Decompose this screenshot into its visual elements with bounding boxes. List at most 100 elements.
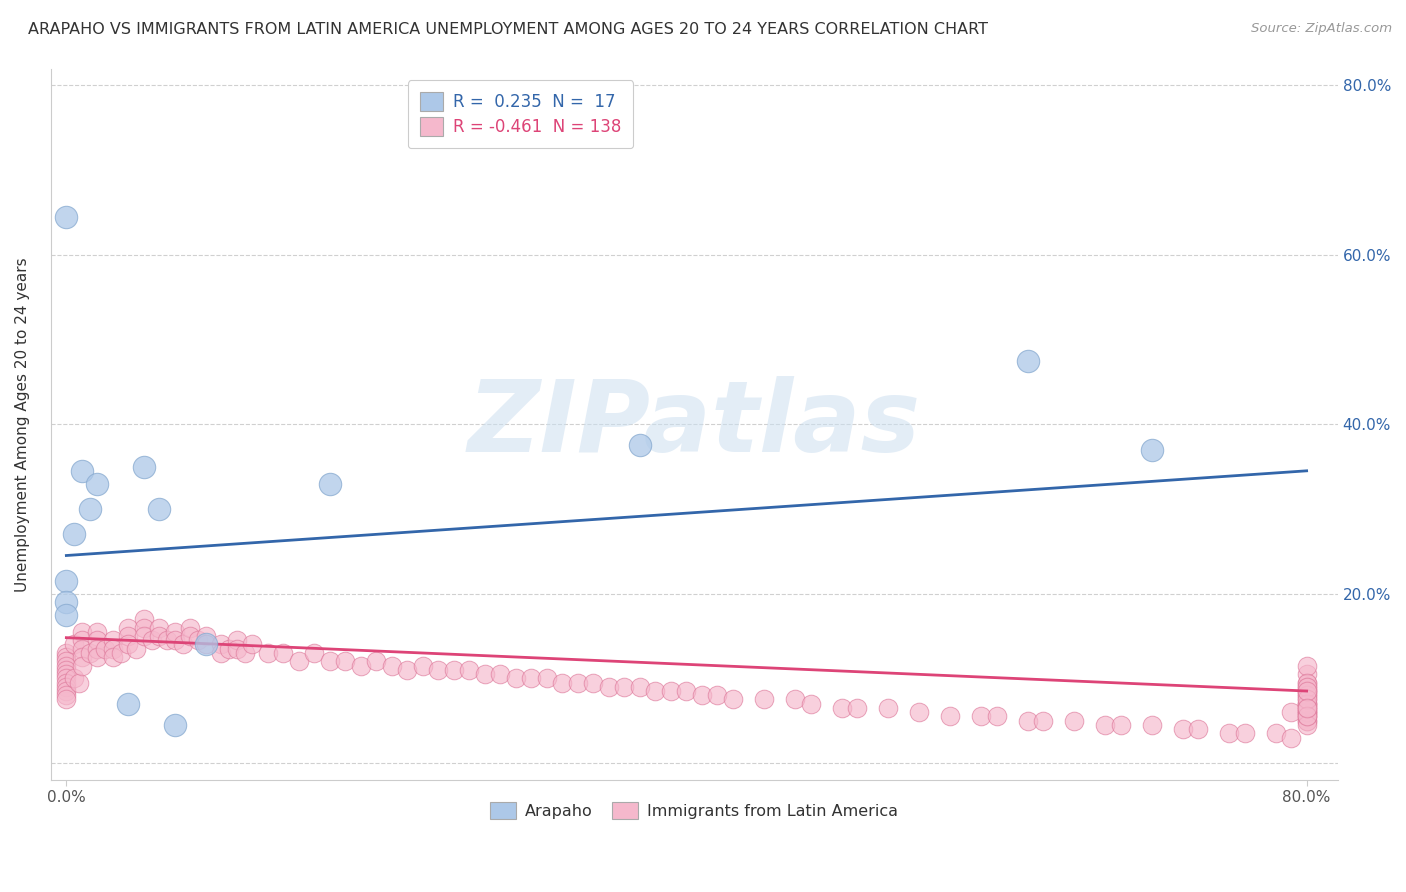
Point [79,646,101,660]
Text: ZIPatlas: ZIPatlas [468,376,921,473]
Point [1295,675,1317,690]
Point [148,629,170,643]
Point [1032,714,1054,728]
Point [986,709,1008,723]
Point [799,697,821,711]
Point [1295,701,1317,715]
Point [225,633,247,648]
Point [1017,714,1039,728]
Point [55,595,77,609]
Point [1295,697,1317,711]
Point [1295,667,1317,681]
Point [110,646,132,660]
Point [194,637,217,651]
Point [1295,714,1317,728]
Point [55,692,77,706]
Point [163,633,186,648]
Point [1295,709,1317,723]
Point [443,663,465,677]
Point [706,688,728,702]
Point [1295,658,1317,673]
Point [55,654,77,668]
Point [55,658,77,673]
Point [288,654,311,668]
Point [94,641,117,656]
Point [474,667,496,681]
Text: ARAPAHO VS IMMIGRANTS FROM LATIN AMERICA UNEMPLOYMENT AMONG AGES 20 TO 24 YEARS : ARAPAHO VS IMMIGRANTS FROM LATIN AMERICA… [28,22,988,37]
Point [1218,726,1240,740]
Point [179,620,201,634]
Point [427,663,450,677]
Point [908,705,931,719]
Point [644,684,666,698]
Point [55,688,77,702]
Point [1264,726,1286,740]
Point [1295,675,1317,690]
Point [55,607,77,622]
Point [536,671,558,685]
Point [63,527,86,541]
Point [101,650,124,665]
Point [163,624,186,639]
Point [350,658,373,673]
Point [1279,731,1302,745]
Point [55,684,77,698]
Point [194,629,217,643]
Point [218,641,240,656]
Point [551,675,574,690]
Point [1295,701,1317,715]
Point [366,654,388,668]
Point [1295,680,1317,694]
Point [1295,688,1317,702]
Point [1140,442,1163,457]
Point [101,633,124,648]
Point [1295,684,1317,698]
Point [156,633,179,648]
Point [690,688,713,702]
Point [1295,709,1317,723]
Point [179,629,201,643]
Point [1295,684,1317,698]
Point [70,633,93,648]
Point [172,637,194,651]
Point [319,476,342,491]
Y-axis label: Unemployment Among Ages 20 to 24 years: Unemployment Among Ages 20 to 24 years [15,257,30,591]
Point [55,210,77,224]
Point [86,641,108,656]
Point [117,697,139,711]
Point [242,637,264,651]
Point [335,654,357,668]
Point [70,464,93,478]
Point [55,675,77,690]
Point [67,675,90,690]
Point [70,658,93,673]
Point [1187,722,1209,736]
Point [628,438,651,452]
Point [233,646,256,660]
Point [55,650,77,665]
Point [505,671,527,685]
Point [209,646,232,660]
Point [1140,718,1163,732]
Point [1094,718,1116,732]
Point [1295,701,1317,715]
Point [1295,688,1317,702]
Point [225,641,247,656]
Point [628,680,651,694]
Point [831,701,853,715]
Point [567,675,589,690]
Point [86,633,108,648]
Point [1295,692,1317,706]
Point [148,502,170,516]
Point [846,701,869,715]
Legend: Arapaho, Immigrants from Latin America: Arapaho, Immigrants from Latin America [484,795,904,825]
Point [1063,714,1085,728]
Point [141,633,163,648]
Point [273,646,295,660]
Point [396,663,419,677]
Point [721,692,744,706]
Point [86,476,108,491]
Point [86,650,108,665]
Point [1295,709,1317,723]
Point [187,633,209,648]
